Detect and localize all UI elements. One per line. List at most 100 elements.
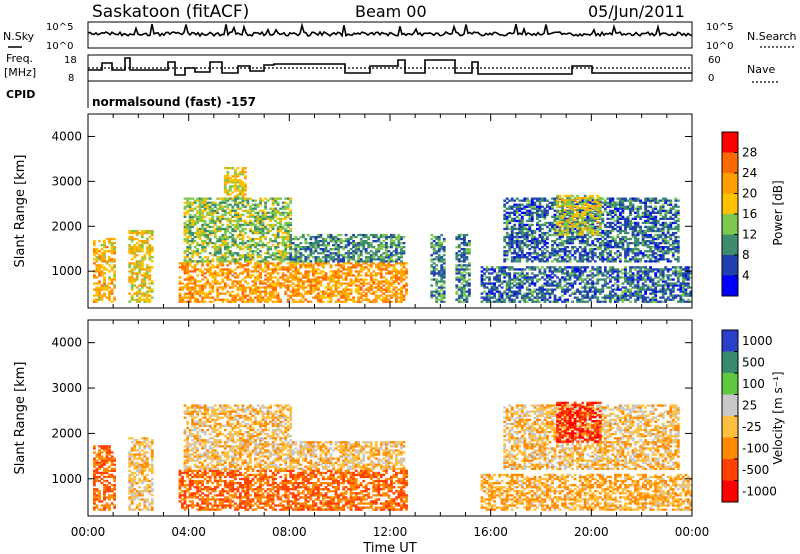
echo-cell [558,298,562,301]
echo-cell [631,294,635,297]
echo-cell [372,256,376,259]
echo-cell [135,294,139,297]
echo-cell [493,284,496,287]
echo-cell [236,298,240,301]
echo-cell [480,296,484,299]
echo-cell [518,246,522,249]
echo-cell [689,292,693,295]
echo-cell [442,270,446,273]
echo-cell [347,237,350,241]
echo-cell [611,201,615,204]
echo-cell [191,270,194,273]
echo-cell [533,203,537,206]
echo-cell [591,203,595,206]
echo-cell [226,250,230,253]
echo-cell [616,284,620,287]
echo-cell [216,217,220,220]
echo-cell [440,268,444,271]
echo-cell [309,254,313,257]
echo-cell [543,199,547,202]
echo-cell [515,258,519,261]
echo-cell [286,294,290,297]
echo-cell [266,272,270,275]
echo-cell [530,280,534,283]
echo-cell [503,268,507,271]
echo-cell [671,294,675,297]
echo-cell [505,266,509,269]
echo-cell [211,221,215,225]
echo-cell [440,258,444,261]
echo-cell [271,199,275,202]
echo-cell [223,254,227,257]
echo-cell [239,288,242,291]
echo-cell [586,256,590,259]
echo-cell [634,298,637,301]
echo-cell [294,237,298,241]
echo-cell [505,292,509,295]
echo-cell [140,246,144,249]
echo-cell [374,254,378,257]
echo-cell [689,276,693,279]
echo-cell [148,276,152,279]
echo-cell [113,266,116,269]
echo-cell [143,276,147,279]
echo-cell [551,272,554,275]
echo-cell [291,300,295,303]
echo-cell [319,235,323,239]
echo-cell [216,211,220,214]
echo-cell [317,286,320,289]
echo-cell [148,278,152,281]
echo-cell [372,233,376,237]
echo-cell [191,266,194,269]
echo-cell [646,296,650,299]
echo-cell [536,205,539,208]
echo-cell [186,209,189,212]
echo-cell [269,215,272,218]
echo-cell [332,244,335,247]
echo-cell [281,240,285,243]
echo-cell [520,284,524,287]
echo-cell [551,225,554,229]
echo-cell [377,258,381,261]
echo-cell [241,284,245,287]
echo-cell [513,225,517,229]
echo-cell [178,266,182,269]
echo-cell [183,284,187,287]
echo-cell [591,252,595,255]
echo-cell [347,284,350,287]
echo-cell [463,286,466,289]
echo-cell [460,294,464,297]
echo-cell [556,254,559,257]
echo-cell [347,242,350,245]
echo-cell [606,201,610,204]
echo-cell [538,296,542,299]
echo-cell [508,280,512,283]
echo-cell [455,254,459,257]
echo-cell [480,284,484,287]
echo-cell [234,189,237,192]
echo-cell [629,290,632,293]
echo-cell [264,292,267,295]
echo-cell [508,300,512,303]
echo-cell [208,233,212,237]
echo-cell [286,203,290,206]
echo-cell [281,284,285,287]
echo-cell [442,254,446,257]
echo-cell [241,248,245,251]
echo-cell [135,264,139,267]
echo-cell [130,296,134,299]
echo-cell [513,292,517,295]
echo-cell [463,250,466,253]
echo-cell [536,254,539,257]
echo-cell [259,256,262,259]
echo-cell [279,252,283,255]
echo-cell [239,191,242,194]
echo-cell [395,290,398,293]
echo-cell [611,246,615,249]
echo-cell [624,280,627,283]
echo-cell [548,227,552,231]
echo-cell [349,235,353,239]
echo-cell [251,288,255,291]
echo-cell [244,189,247,192]
